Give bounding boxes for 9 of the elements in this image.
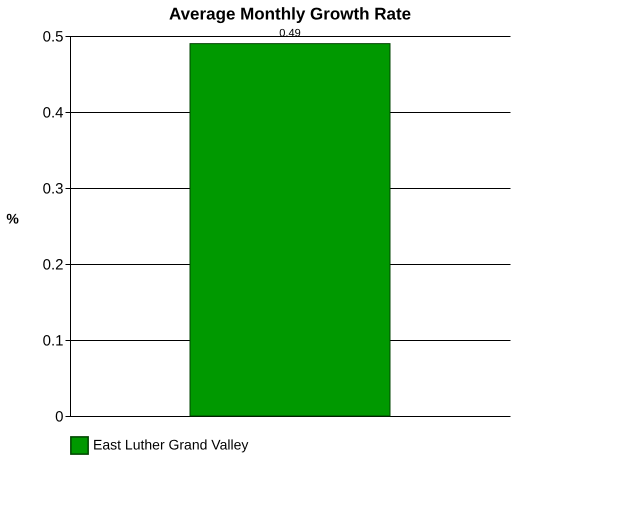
y-tick-label: 0.1 — [42, 332, 64, 350]
y-tick-label: 0.2 — [42, 256, 64, 274]
y-tick-label: 0.5 — [42, 28, 64, 46]
chart-title: Average Monthly Growth Rate — [168, 4, 412, 24]
y-tick-label: 0 — [55, 408, 64, 426]
y-tick-label: 0.3 — [42, 180, 64, 198]
y-axis-title: % — [6, 210, 20, 226]
y-tick-label: 0.4 — [42, 104, 64, 122]
legend-label: East Luther Grand Valley — [93, 436, 248, 452]
